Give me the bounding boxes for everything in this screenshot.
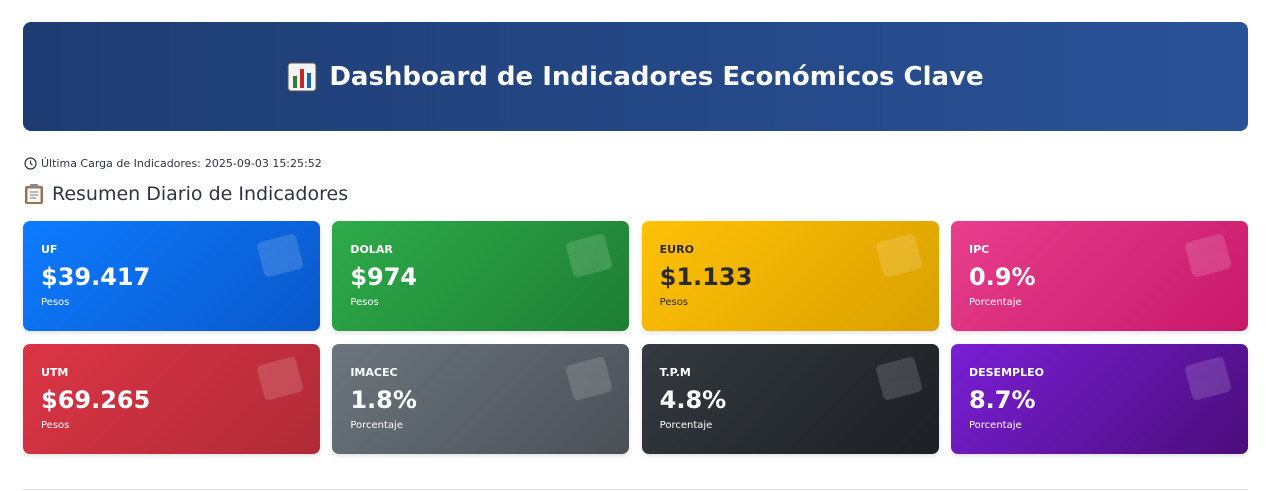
indicator-card: DESEMPLEO 8.7% Porcentaje xyxy=(950,344,1248,454)
card-label: EURO xyxy=(659,243,694,256)
card-icon xyxy=(875,234,922,277)
card-value: 4.8% xyxy=(659,386,727,414)
chart-icon xyxy=(287,62,317,91)
card-value: $1.133 xyxy=(659,263,753,291)
card-icon xyxy=(1185,234,1231,277)
header-banner: Dashboard de Indicadores Económicos Clav… xyxy=(23,22,1248,131)
card-icon xyxy=(1185,357,1231,400)
header-title: Dashboard de Indicadores Económicos Clav… xyxy=(329,61,984,92)
card-label: DESEMPLEO xyxy=(968,366,1044,379)
indicator-card: EURO $1.133 Pesos xyxy=(641,221,939,331)
indicator-card: UTM $69.265 Pesos xyxy=(23,344,320,454)
card-label: UF xyxy=(41,243,58,256)
cards-grid: UF $39.417 Pesos DOLAR $974 Pesos EURO $1.133 Pe… xyxy=(23,221,1248,454)
card-value: $39.417 xyxy=(41,263,151,291)
section-heading: Resumen Diario de Indicadores xyxy=(24,183,348,205)
card-label: IMACEC xyxy=(350,366,398,379)
card-unit: Porcentaje xyxy=(968,420,1022,431)
card-unit: Porcentaje xyxy=(350,420,403,431)
last-load-timestamp: 2025-09-03 15:25:52 xyxy=(204,157,322,170)
card-icon xyxy=(566,357,613,400)
card-icon xyxy=(875,357,922,400)
card-label: DOLAR xyxy=(350,243,393,256)
card-value: $69.265 xyxy=(41,386,151,414)
card-icon xyxy=(257,357,303,400)
card-unit: Pesos xyxy=(659,297,689,308)
card-value: $974 xyxy=(350,263,418,291)
indicator-card: DOLAR $974 Pesos xyxy=(332,221,630,331)
card-icon xyxy=(257,234,303,277)
clock-icon xyxy=(24,157,37,170)
card-unit: Porcentaje xyxy=(968,297,1022,308)
section-title: Resumen Diario de Indicadores xyxy=(52,183,349,205)
card-unit: Pesos xyxy=(41,420,70,431)
card-value: 0.9% xyxy=(968,263,1036,291)
card-value: 8.7% xyxy=(968,386,1036,414)
card-label: T.P.M xyxy=(659,366,691,379)
indicator-card: IMACEC 1.8% Porcentaje xyxy=(332,344,630,454)
card-label: IPC xyxy=(968,243,990,256)
indicator-card: T.P.M 4.8% Porcentaje xyxy=(641,344,939,454)
card-label: UTM xyxy=(41,366,69,379)
card-unit: Porcentaje xyxy=(659,420,713,431)
last-load-label: Última Carga de Indicadores: xyxy=(41,157,201,170)
card-icon xyxy=(566,234,613,277)
divider xyxy=(23,489,1248,490)
card-unit: Pesos xyxy=(41,297,70,308)
card-value: 1.8% xyxy=(350,386,417,414)
indicator-card: IPC 0.9% Porcentaje xyxy=(950,221,1248,331)
indicator-card: UF $39.417 Pesos xyxy=(23,221,320,331)
last-load: Última Carga de Indicadores: 2025-09-03 1… xyxy=(24,157,322,170)
card-unit: Pesos xyxy=(350,297,379,308)
clipboard-icon xyxy=(25,184,43,204)
